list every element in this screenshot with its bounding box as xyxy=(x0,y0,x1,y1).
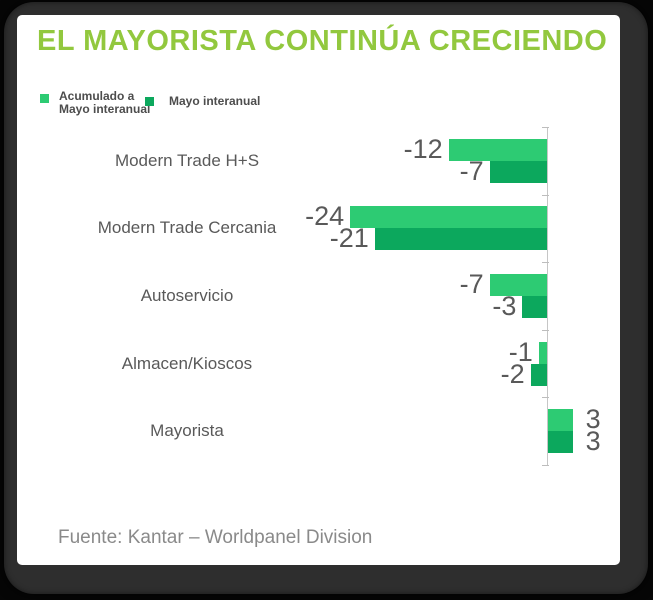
legend-swatch-acumulado xyxy=(40,94,49,103)
bar-value-label: -1 xyxy=(508,336,533,367)
bar-value-label: 3 xyxy=(585,426,601,457)
legend-swatch-mayo xyxy=(145,97,154,106)
bar-segment xyxy=(448,138,547,161)
bar-value-label: -7 xyxy=(459,269,484,299)
axis-tick xyxy=(542,127,549,128)
bar-segment xyxy=(350,206,547,229)
axis-tick xyxy=(542,329,549,331)
category-label: Autoservicio xyxy=(140,286,234,305)
bar-segment xyxy=(489,160,547,183)
axis-tick xyxy=(542,397,549,399)
bar-value-label: -24 xyxy=(305,201,345,232)
bar-value-label: 3 xyxy=(585,404,601,435)
slide-card: EL MAYORISTA CONTINÚA CRECIENDO Acumulad… xyxy=(17,15,620,565)
page-title: EL MAYORISTA CONTINÚA CRECIENDO xyxy=(37,25,608,57)
bar-segment xyxy=(548,431,573,454)
bar-chart: Modern Trade H+S -12 -7 Modern Trade Cercan… xyxy=(17,15,620,565)
bar-segment xyxy=(538,341,547,364)
axis-baseline xyxy=(547,127,548,465)
bar-value-label: -3 xyxy=(492,291,517,321)
category-label: Mayorista xyxy=(150,421,224,441)
category-label: Almacen/Kioscos xyxy=(121,353,253,373)
axis-tick xyxy=(542,262,549,264)
source-note: Fuente: Kantar – Worldpanel Division xyxy=(58,527,373,548)
bar-value-label: -21 xyxy=(329,223,369,254)
bar-segment xyxy=(548,409,573,432)
category-label: Modern Trade H+S xyxy=(114,150,260,170)
category-label: Modern Trade Cercania xyxy=(97,218,277,238)
bar-segment xyxy=(530,363,547,386)
axis-tick xyxy=(542,465,549,466)
bar-segment xyxy=(489,274,547,296)
legend-label-acumulado: Acumulado a Mayo interanual xyxy=(59,89,151,116)
axis-tick xyxy=(542,194,549,196)
bar-value-label: -12 xyxy=(403,133,443,164)
bar-value-label: -7 xyxy=(459,155,484,186)
bar-segment xyxy=(374,228,547,251)
legend-label-mayo: Mayo interanual xyxy=(169,94,261,108)
bar-value-label: -2 xyxy=(500,358,525,389)
bar-segment xyxy=(522,296,547,318)
